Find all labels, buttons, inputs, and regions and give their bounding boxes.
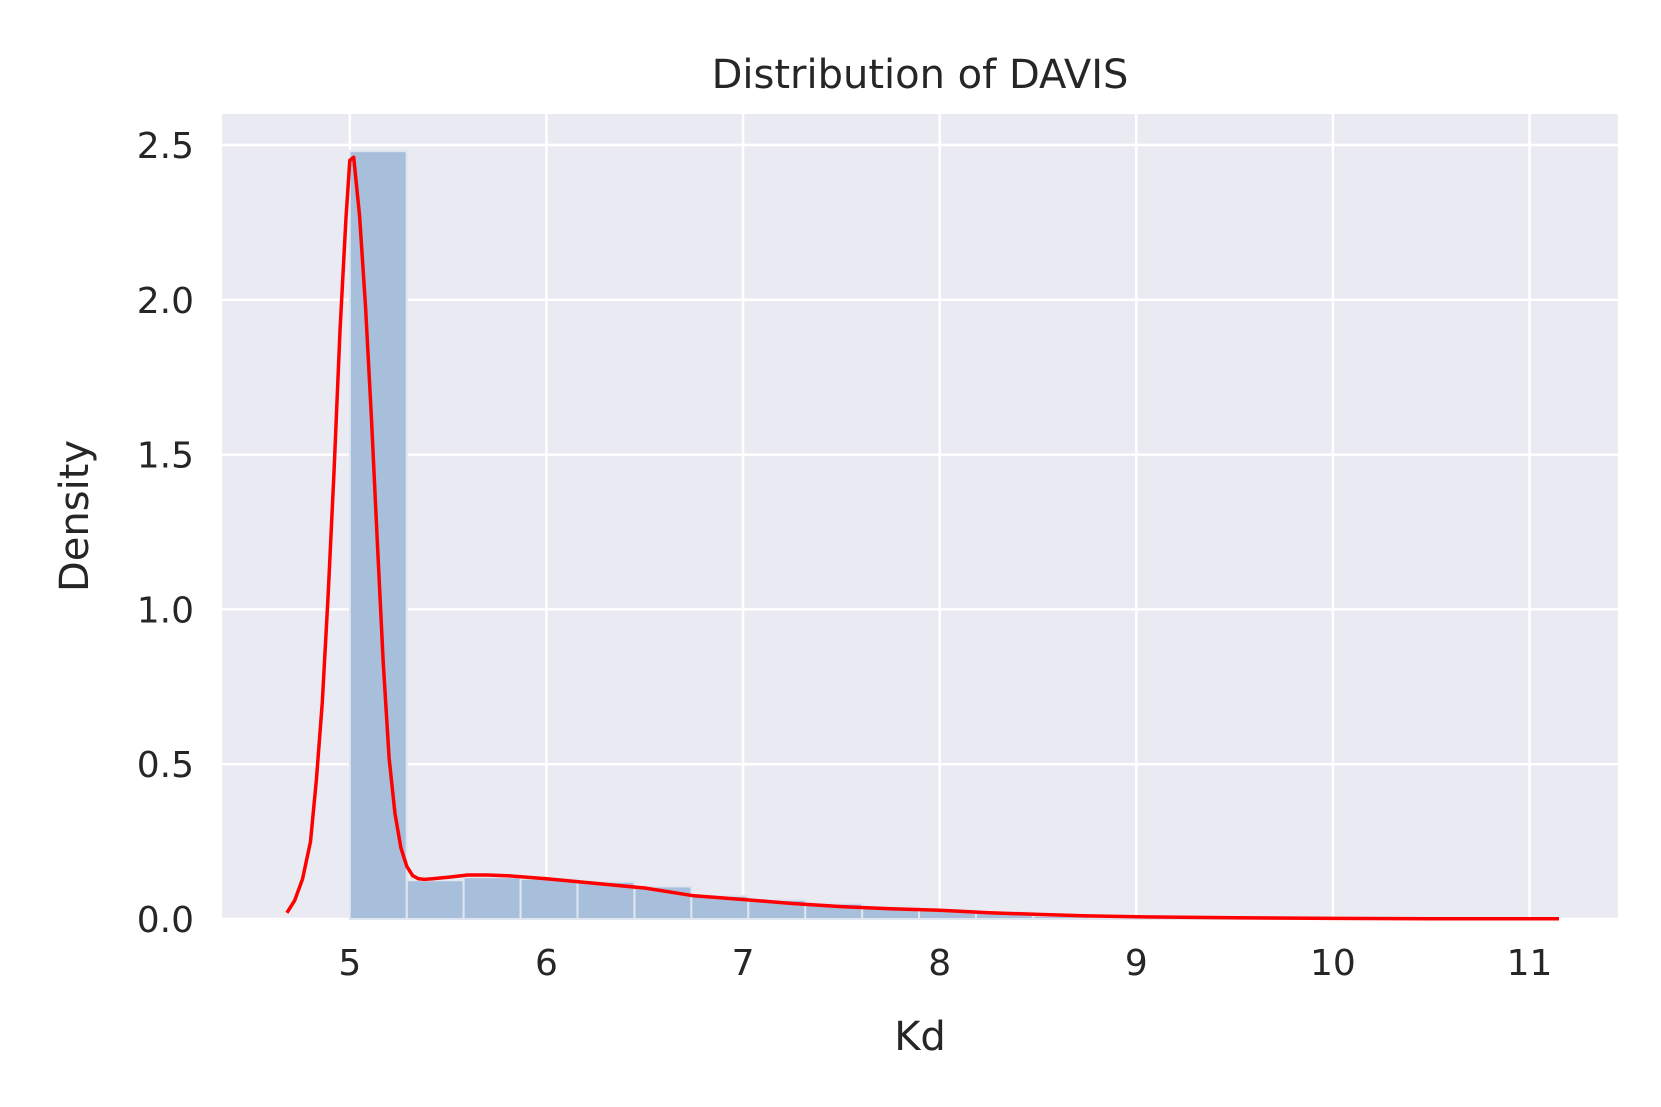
histogram-bar (519, 877, 579, 920)
histogram-bar (405, 879, 465, 921)
x-tick-label: 7 (732, 943, 755, 984)
y-tick-label: 1.5 (137, 436, 194, 477)
y-tick-label: 2.0 (137, 281, 194, 322)
y-tick-label: 1.0 (137, 590, 194, 631)
x-tick-label: 10 (1310, 943, 1356, 984)
histogram-bar (462, 876, 522, 920)
y-tick-labels: 0.0 0.5 1.0 1.5 2.0 2.5 (137, 126, 194, 941)
y-tick-label: 0.5 (137, 745, 194, 786)
x-tick-label: 8 (928, 943, 951, 984)
plot-background (222, 114, 1618, 919)
histogram-bar (576, 880, 636, 920)
kde-curve-group (285, 155, 1560, 921)
chart-title: Distribution of DAVIS (712, 52, 1129, 98)
x-tick-label: 9 (1125, 943, 1148, 984)
x-axis-label: Kd (894, 1014, 946, 1060)
x-tick-labels: 5 6 7 8 9 10 11 (338, 943, 1552, 984)
histogram-bar (633, 885, 693, 920)
y-axis-label: Density (52, 440, 98, 592)
gridlines (222, 114, 1618, 921)
x-tick-label: 6 (535, 943, 558, 984)
y-tick-label: 0.0 (137, 900, 194, 941)
x-tick-label: 5 (338, 943, 361, 984)
y-tick-label: 2.5 (137, 126, 194, 167)
x-tick-label: 11 (1507, 943, 1553, 984)
kde-curve (285, 155, 1560, 921)
